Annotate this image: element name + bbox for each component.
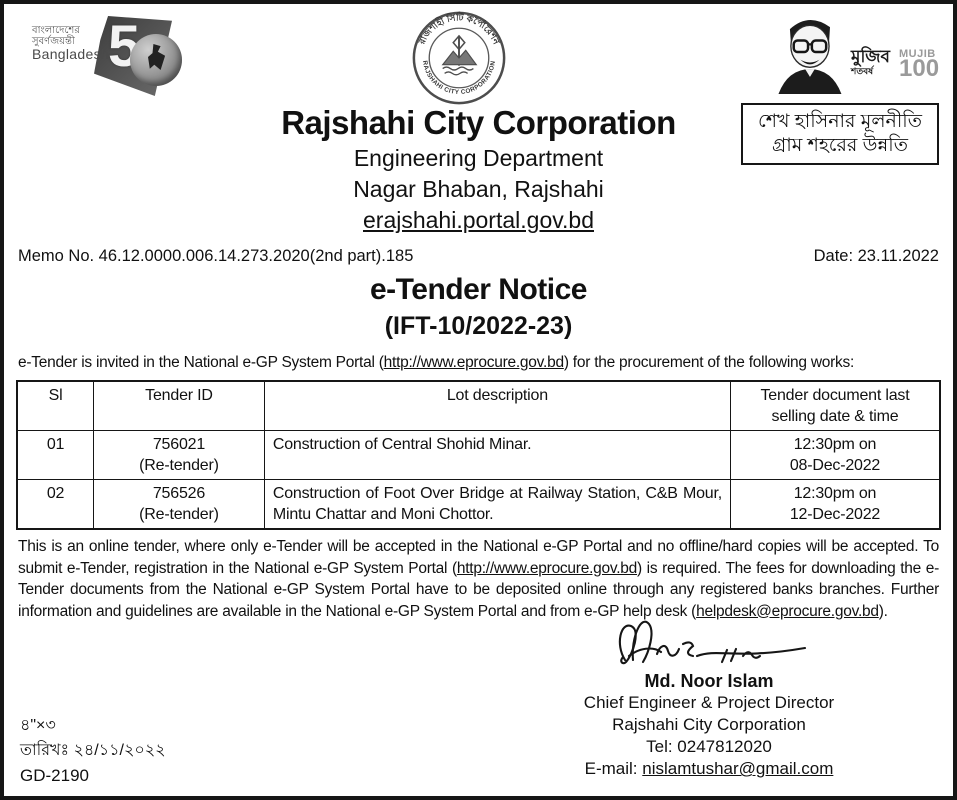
slogan-box: শেখ হাসিনার মূলনীতি গ্রাম শহরের উন্নতি bbox=[741, 103, 939, 165]
table-header-row: Sl Tender ID Lot description Tender docu… bbox=[16, 380, 941, 431]
cell-tender-id: 756526 (Re-tender) bbox=[93, 479, 265, 530]
bd50-english-caption: Bangladesh bbox=[32, 46, 109, 62]
gd-number: GD-2190 bbox=[20, 766, 89, 785]
cell-last-selling: 12:30pm on 12-Dec-2022 bbox=[729, 479, 941, 530]
mujib-100-text: 100 bbox=[899, 55, 940, 83]
helpdesk-email-link[interactable]: helpdesk@eprocure.gov.bd bbox=[696, 602, 879, 620]
terms-paragraph: This is an online tender, where only e-T… bbox=[4, 536, 953, 622]
seal-emblem-icon bbox=[441, 34, 478, 76]
signer-name: Md. Noor Islam bbox=[644, 671, 774, 691]
ad-size: ৪"×৩ bbox=[20, 717, 56, 734]
cell-description: Construction of Foot Over Bridge at Rail… bbox=[263, 479, 731, 530]
org-address: Nagar Bhaban, Rajshahi bbox=[353, 176, 604, 202]
notice-title: e-Tender Notice bbox=[370, 273, 588, 306]
org-name: Rajshahi City Corporation bbox=[281, 104, 676, 141]
intro-suffix: ) for the procurement of the following w… bbox=[563, 354, 855, 371]
signer-email-link[interactable]: nislamtushar@gmail.com bbox=[642, 759, 834, 778]
org-website-link[interactable]: erajshahi.portal.gov.bd bbox=[363, 207, 594, 233]
eprocure-url-link[interactable]: http://www.eprocure.gov.bd bbox=[383, 354, 564, 371]
slogan-line2: গ্রাম শহরের উন্নতি bbox=[772, 135, 908, 156]
cell-sl: 01 bbox=[16, 430, 95, 480]
email-label: E-mail: bbox=[584, 759, 643, 778]
cell-tender-id: 756021 (Re-tender) bbox=[93, 430, 265, 480]
mujib-english-wordmark: MUJIB 100 bbox=[899, 48, 940, 83]
signer-tel: Tel: 0247812020 bbox=[646, 737, 772, 756]
signer-title: Chief Engineer & Project Director bbox=[583, 693, 835, 712]
terms-part1: This is an online tender, where only e-T… bbox=[18, 538, 939, 577]
header-sl: Sl bbox=[16, 380, 95, 431]
cell-sl: 02 bbox=[16, 479, 95, 530]
memo-number: Memo No. 46.12.0000.006.14.273.2020(2nd … bbox=[18, 247, 414, 265]
signer-email-line: E-mail: nislamtushar@gmail.com bbox=[524, 758, 894, 780]
bd50-bengali-line2: সুবর্ণজয়ন্তী bbox=[32, 35, 75, 47]
eprocure-url-link[interactable]: http://www.eprocure.gov.bd bbox=[456, 559, 638, 577]
mujib-bengali-subtext: শতবর্ষ bbox=[851, 66, 874, 76]
signature-block: Md. Noor Islam Chief Engineer & Project … bbox=[524, 610, 894, 780]
signer-org: Rajshahi City Corporation bbox=[612, 715, 806, 734]
signature-image bbox=[618, 620, 807, 665]
mujib-english-text: MUJIB bbox=[899, 48, 936, 60]
mujib100-logo: মুজিব শতবর্ষ MUJIB 100 bbox=[767, 10, 939, 94]
terms-part2: ) is required. The fees for downloading … bbox=[18, 559, 939, 620]
tender-table: Sl Tender ID Lot description Tender docu… bbox=[16, 380, 941, 530]
bangladesh-map-icon bbox=[148, 44, 166, 70]
mujib-bengali-wordmark: মুজিব শতবর্ষ bbox=[851, 48, 890, 76]
intro-prefix: e-Tender is invited in the National e-GP… bbox=[18, 354, 384, 371]
ad-date-bengali: তারিখঃ ২৪/১১/২০২২ bbox=[20, 742, 166, 759]
terms-part3: ). bbox=[878, 602, 888, 620]
cell-description: Construction of Central Shohid Minar. bbox=[263, 430, 731, 480]
memo-date: Date: 23.11.2022 bbox=[813, 247, 939, 265]
bd50-caption: বাংলাদেশের সুবর্ণজয়ন্তী Bangladesh bbox=[32, 25, 109, 62]
memo-row: Memo No. 46.12.0000.006.14.273.2020(2nd … bbox=[4, 247, 953, 266]
table-row: 02 756526 (Re-tender) Construction of Fo… bbox=[16, 479, 941, 530]
mujib-bengali-text: মুজিব bbox=[851, 47, 890, 66]
slogan-line1: শেখ হাসিনার মূলনীতি bbox=[758, 111, 922, 133]
rcc-seal-icon: রাজশাহী সিটি কর্পোরেশন RAJSHAHI CITY COR… bbox=[411, 10, 507, 106]
print-info-block: ৪"×৩ তারিখঃ ২৪/১১/২০২২ GD-2190 bbox=[20, 713, 166, 788]
notice-ift-number: (IFT-10/2022-23) bbox=[384, 312, 573, 340]
header-lot-description: Lot description bbox=[263, 380, 731, 431]
department-name: Engineering Department bbox=[353, 145, 604, 171]
letterhead: Rajshahi City Corporation Engineering De… bbox=[4, 4, 953, 236]
cell-last-selling: 12:30pm on 08-Dec-2022 bbox=[729, 430, 941, 480]
header-last-selling: Tender document last selling date & time bbox=[729, 380, 941, 431]
mujib-portrait-icon bbox=[778, 19, 842, 94]
globe-icon bbox=[130, 34, 182, 86]
bangladesh50-logo: বাংলাদেশের সুবর্ণজয়ন্তী Bangladesh 5 bbox=[24, 12, 184, 102]
bd50-bengali-line1: বাংলাদেশের bbox=[32, 25, 80, 36]
header-tender-id: Tender ID bbox=[93, 380, 265, 431]
intro-line: e-Tender is invited in the National e-GP… bbox=[4, 354, 953, 372]
table-row: 01 756021 (Re-tender) Construction of Ce… bbox=[16, 430, 941, 480]
